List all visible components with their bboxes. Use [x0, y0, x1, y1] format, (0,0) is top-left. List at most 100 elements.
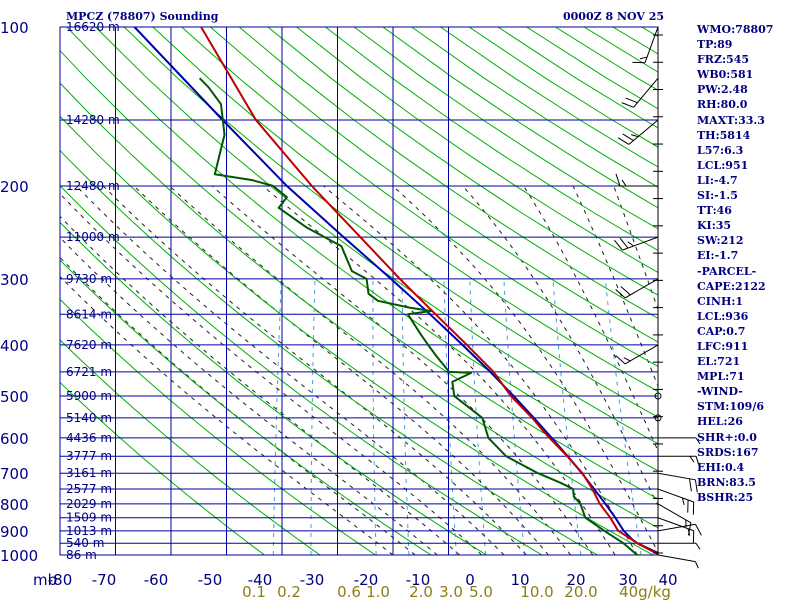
index-item: MPL:71 [697, 370, 745, 384]
valid-time: 0000Z 8 NOV 25 [563, 10, 664, 23]
wind-barb-flag [695, 456, 701, 469]
dry-adiabat [66, 27, 658, 472]
mixing-ratio-line [552, 278, 582, 555]
dry-adiabat [60, 49, 658, 500]
mixing-ratio-label: 2.0 [409, 583, 433, 600]
index-item: PW:2.48 [697, 83, 748, 97]
height-label: 3777 m [66, 449, 112, 463]
mixing-ratio-line [401, 278, 410, 555]
pressure-tick-label: 100 [0, 19, 29, 37]
height-label: 7620 m [66, 338, 112, 352]
wind-barb [621, 77, 659, 108]
mixing-ratio-line [443, 278, 457, 555]
wind-barb-flag [689, 455, 695, 463]
index-item: CINH:1 [697, 294, 744, 308]
index-item: LI:-4.7 [697, 173, 738, 187]
index-item: BRN:83.5 [697, 475, 756, 489]
index-item: LCL:951 [697, 158, 749, 172]
index-item: -WIND- [697, 385, 743, 399]
wind-barb-flag [687, 522, 692, 536]
dry-adiabat [60, 259, 432, 555]
index-item: CAPE:2122 [697, 279, 766, 293]
wind-barb [615, 173, 658, 187]
mixing-ratio-lines [272, 278, 642, 555]
temperature-tick-label: 30 [618, 571, 637, 589]
height-label: 6721 m [66, 365, 112, 379]
wind-barb-staff [624, 344, 659, 365]
wind-barb-staff [657, 472, 696, 481]
unit-label: mb [33, 571, 57, 589]
dry-adiabat [60, 339, 321, 555]
index-item: -PARCEL- [697, 264, 757, 278]
index-item: SW:212 [697, 234, 744, 248]
isobars [59, 26, 659, 556]
wind-barb [614, 236, 659, 251]
height-label: 540 m [66, 536, 104, 550]
index-item: WB0:581 [697, 68, 754, 82]
mixing-ratio-label: 20.0 [564, 583, 597, 600]
wind-barb-flag [617, 137, 630, 145]
pressure-tick-label: 200 [0, 178, 29, 196]
wind-barb-flag [631, 134, 639, 138]
mixing-ratio-line [310, 278, 316, 555]
wind-barb [657, 523, 702, 536]
wind-barb [658, 542, 701, 550]
temperature-tick-label: -30 [300, 571, 325, 589]
height-label: 1509 m [66, 511, 112, 525]
temperature-trace [200, 27, 658, 555]
wind-barb-staff [633, 77, 659, 108]
wind-barb-flag [639, 56, 648, 60]
index-item: SHR+:0.0 [697, 430, 757, 444]
height-label: 3161 m [66, 466, 112, 480]
wind-barb [657, 503, 692, 536]
wind-barb [657, 472, 698, 493]
pressure-tick-label: 500 [0, 388, 29, 406]
pressure-tick-label: 700 [0, 465, 29, 483]
mixing-ratio-line [272, 278, 282, 555]
mixing-ratio-label: 40g/kg [619, 583, 671, 600]
height-label: 1013 m [66, 524, 112, 538]
wind-barb-staff [657, 488, 694, 503]
wind-barb [657, 488, 695, 515]
moist-adiabat [60, 215, 460, 555]
pressure-tick-label: 900 [0, 523, 29, 541]
wind-barb-flag [614, 239, 623, 251]
index-item: EL:721 [697, 355, 741, 369]
wind-barb [657, 554, 699, 569]
wind-calm [654, 414, 662, 422]
mixing-ratio-label: 0.6 [337, 583, 361, 600]
wind-barb-staff [624, 278, 659, 299]
moist-adiabat [462, 185, 658, 507]
pressure-tick-label: 800 [0, 496, 29, 514]
index-item: SRDS:167 [697, 445, 759, 459]
height-label: 16620 m [66, 20, 120, 34]
wind-barb-staff [622, 236, 659, 251]
temperature-tick-label: -10 [406, 571, 431, 589]
moist-adiabat [75, 185, 505, 555]
index-item: L57:6.3 [697, 143, 744, 157]
temperature-tick-label: 0 [465, 571, 475, 589]
index-item: TT:46 [697, 204, 732, 218]
index-item: EI:-1.7 [697, 249, 739, 263]
wind-barb-flag [694, 561, 699, 569]
stability-indices-panel: WMO:78807 TP:89 FRZ:545 WB0:581 PW:2.48 RH:80… [697, 22, 773, 505]
temperature-tick-label: -80 [48, 571, 73, 589]
temperature-tick-label: -60 [144, 571, 169, 589]
height-label: 86 m [66, 548, 97, 562]
wind-barb-flag [615, 173, 621, 187]
temperature-tick-label: 10 [510, 571, 529, 589]
wind-barb-flag [694, 479, 698, 493]
wind-barb-flag [615, 289, 626, 299]
wind-calm [654, 392, 662, 400]
pressure-tick-label: 600 [0, 430, 29, 448]
wind-barb-staff [628, 119, 659, 145]
wind-barb-flag [689, 478, 692, 492]
moist-adiabat [102, 185, 527, 555]
index-item: RH:80.0 [697, 98, 748, 112]
pressure-tick-label: 400 [0, 337, 29, 355]
height-label: 8614 m [66, 307, 112, 321]
index-item: LCL:936 [697, 309, 749, 323]
moist-adiabat [523, 185, 658, 453]
index-item: TH:5814 [697, 128, 751, 142]
